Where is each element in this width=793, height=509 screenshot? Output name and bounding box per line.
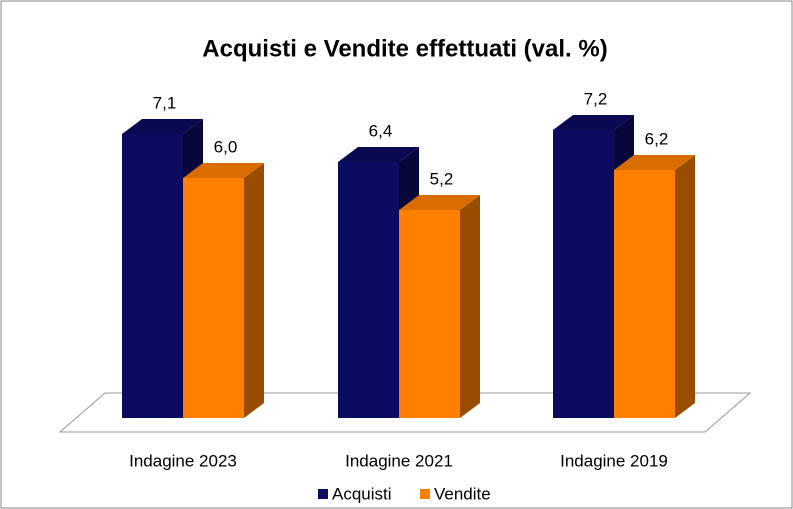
legend-swatch — [420, 489, 430, 499]
x-tick-label: Indagine 2021 — [345, 451, 453, 470]
value-label: 6,0 — [214, 137, 238, 156]
bar — [183, 163, 264, 418]
value-label: 6,2 — [645, 129, 669, 148]
bar-top — [399, 195, 480, 210]
chart-title: Acquisti e Vendite effettuati (val. %) — [202, 35, 607, 62]
bar-side — [460, 195, 480, 418]
legend-swatch — [318, 489, 328, 499]
bar-front — [122, 134, 183, 418]
bar-front — [614, 170, 675, 418]
value-label: 7,1 — [153, 93, 177, 112]
x-tick-label: Indagine 2019 — [560, 451, 668, 470]
bar-top — [614, 155, 695, 170]
value-label: 7,2 — [584, 89, 608, 108]
bar-top — [122, 119, 203, 134]
bar-side — [244, 163, 264, 418]
value-label: 6,4 — [369, 121, 393, 140]
x-tick-label: Indagine 2023 — [129, 451, 237, 470]
bar-side — [675, 155, 695, 418]
bar — [399, 195, 480, 418]
bar-top — [338, 147, 419, 162]
bar — [614, 155, 695, 418]
bar-front — [553, 130, 614, 418]
bar-top — [553, 115, 634, 130]
value-label: 5,2 — [430, 169, 454, 188]
legend-label: Vendite — [434, 484, 491, 503]
bar-front — [399, 210, 460, 418]
bar-front — [338, 162, 399, 418]
bar-top — [183, 163, 264, 178]
legend-label: Acquisti — [332, 484, 392, 503]
bar-front — [183, 178, 244, 418]
